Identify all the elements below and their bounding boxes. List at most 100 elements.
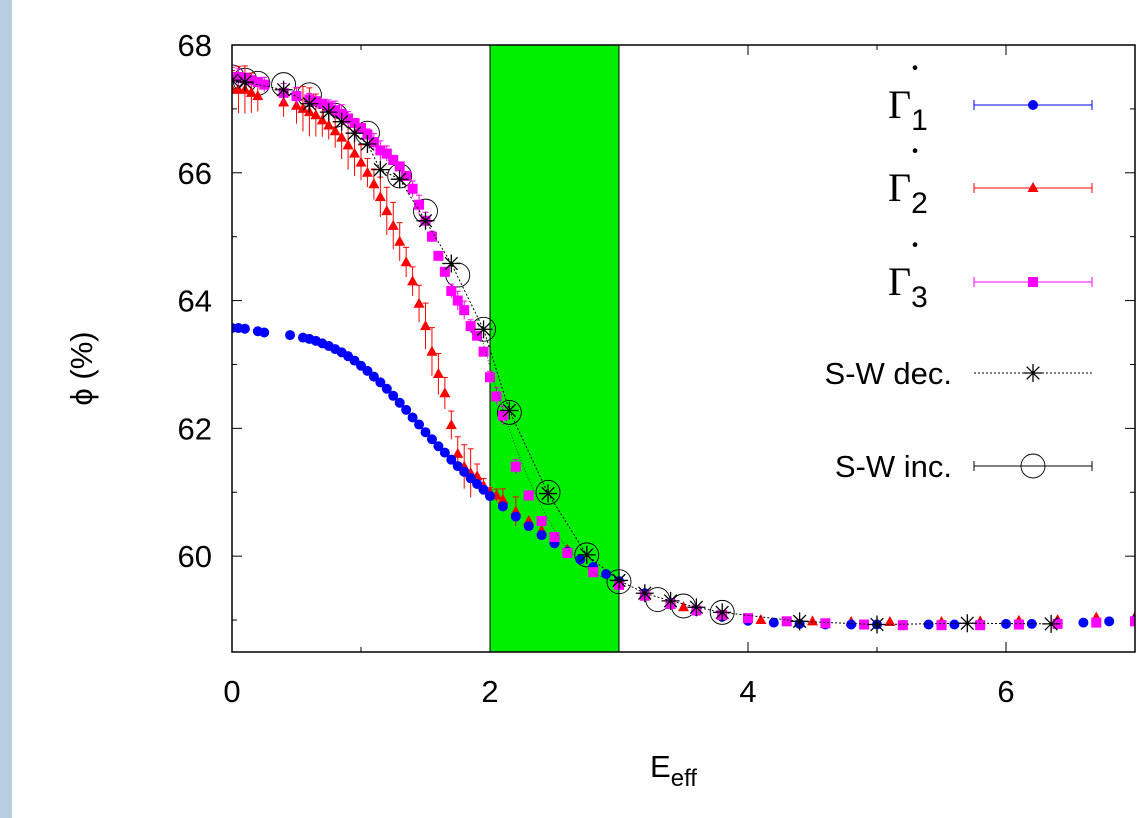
data-point <box>400 256 412 267</box>
data-point <box>549 531 560 542</box>
data-point <box>381 383 392 394</box>
data-point <box>439 387 451 398</box>
data-point <box>574 542 600 568</box>
data-point <box>433 441 444 452</box>
data-point <box>330 105 341 116</box>
data-point <box>235 73 254 92</box>
data-point <box>274 80 293 99</box>
data-point <box>349 147 361 158</box>
data-point <box>897 620 908 631</box>
data-point <box>500 401 519 420</box>
data-point <box>485 491 495 502</box>
legend-label: S-W dec. <box>825 356 952 391</box>
data-point <box>459 466 470 477</box>
legend-label: Γ2 <box>888 165 928 220</box>
data-point <box>381 205 393 216</box>
y-tick-label: 66 <box>178 156 212 191</box>
data-point <box>1001 618 1011 629</box>
data-point <box>465 321 476 332</box>
fit-curve <box>476 319 626 583</box>
chart-frame: 0 2 4 6 60 62 64 66 68 Eeff ϕ (%) · Γ1 · Γ2 · Γ3 S-W d… <box>12 0 1148 818</box>
data-point <box>485 372 495 383</box>
data-point <box>601 569 612 580</box>
data-point <box>349 117 360 128</box>
data-point <box>884 615 896 626</box>
data-point <box>356 123 366 134</box>
legend-dot: · <box>908 222 921 267</box>
data-point <box>958 614 977 633</box>
data-point <box>709 599 735 625</box>
data-point <box>319 103 338 122</box>
legend-marker <box>1028 100 1038 110</box>
legend-marker <box>1024 364 1042 382</box>
data-point <box>401 170 412 181</box>
data-point <box>426 434 437 445</box>
data-point <box>442 254 461 273</box>
legend-marker <box>1020 453 1046 479</box>
data-point <box>362 365 373 376</box>
legend-dot: · <box>908 128 921 173</box>
data-point <box>291 91 302 102</box>
data-point <box>358 135 377 154</box>
x-tick-label: 6 <box>997 674 1014 709</box>
data-point <box>345 124 364 143</box>
data-point <box>439 447 450 458</box>
legend-marker <box>1027 182 1039 192</box>
data-point <box>401 404 412 415</box>
data-point <box>1091 617 1102 628</box>
data-point <box>394 161 405 172</box>
data-point <box>1013 619 1024 630</box>
data-point <box>936 620 947 631</box>
data-point <box>446 285 457 296</box>
data-point <box>375 377 386 388</box>
data-point <box>426 345 438 356</box>
data-point <box>606 569 632 595</box>
data-point <box>497 493 509 504</box>
data-point <box>523 490 534 501</box>
data-point <box>310 109 322 120</box>
y-tick-label: 60 <box>178 539 212 574</box>
data-point <box>497 410 508 421</box>
data-point <box>743 613 753 624</box>
data-point <box>536 516 547 527</box>
data-point <box>478 346 489 357</box>
data-point <box>375 145 386 156</box>
data-point <box>433 250 444 261</box>
data-point <box>343 113 354 124</box>
data-point <box>416 211 435 230</box>
data-point <box>342 139 354 150</box>
data-point <box>233 71 244 82</box>
data-point <box>387 219 399 230</box>
legend-entry-3: ·Γ3 <box>888 222 1093 314</box>
data-point <box>310 96 321 107</box>
legend-entry-5: S-W inc. <box>835 449 1093 484</box>
data-point <box>790 612 809 631</box>
y-tick-label: 64 <box>178 284 212 319</box>
data-point <box>414 199 425 210</box>
data-point <box>368 137 379 148</box>
data-point <box>381 148 392 159</box>
data-point <box>332 112 351 131</box>
data-point <box>317 98 328 109</box>
data-point <box>575 554 586 565</box>
data-point <box>446 454 457 465</box>
data-point <box>465 473 476 484</box>
data-point <box>420 320 431 331</box>
data-point <box>459 305 470 316</box>
data-point <box>577 545 596 564</box>
data-layer <box>232 64 1135 634</box>
data-point <box>355 156 367 167</box>
data-point <box>781 616 792 627</box>
data-point <box>329 125 341 136</box>
data-point <box>713 603 732 622</box>
y-tick-label: 68 <box>178 28 212 63</box>
data-point <box>923 619 934 630</box>
tick-labels: 0 2 4 6 60 62 64 66 68 <box>178 28 1015 709</box>
y-tick-label: 62 <box>178 411 212 446</box>
data-point <box>414 419 425 430</box>
legend-label: Γ1 <box>888 82 928 137</box>
data-point <box>497 501 508 512</box>
data-point <box>368 371 379 382</box>
legend-dot: · <box>908 45 921 90</box>
legend-label: S-W inc. <box>835 449 952 484</box>
